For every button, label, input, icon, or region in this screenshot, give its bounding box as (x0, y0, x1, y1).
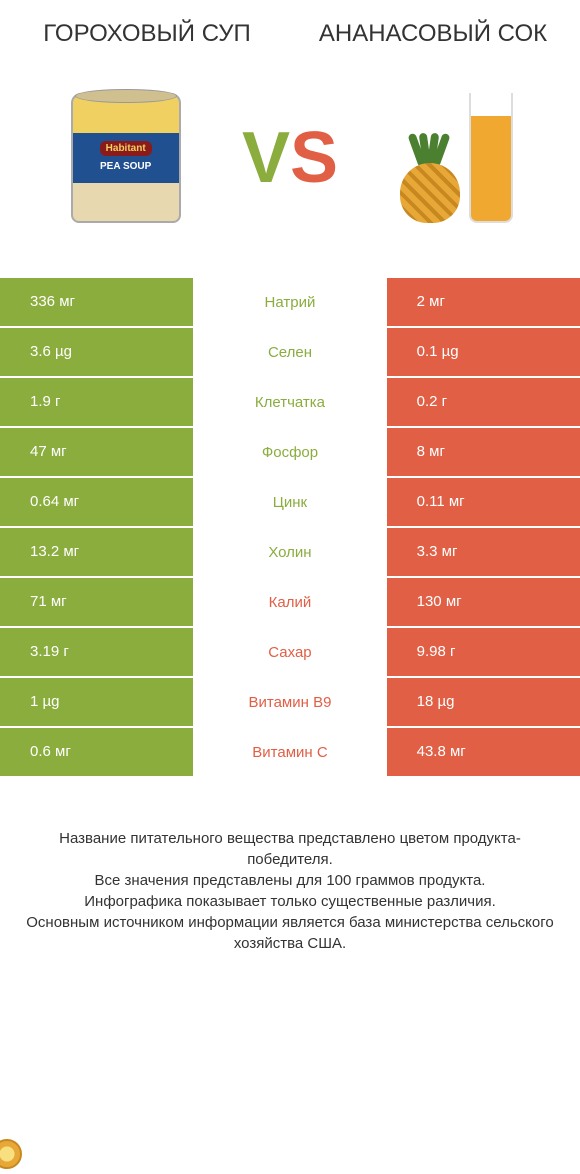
left-product-title: ГОРОХОВЫЙ СУП (30, 20, 264, 48)
nutrient-label-cell: Витамин C (193, 728, 386, 778)
nutrient-label-cell: Цинк (193, 478, 386, 528)
table-row: 13.2 мгХолин3.3 мг (0, 528, 580, 578)
table-row: 1 µgВитамин B918 µg (0, 678, 580, 728)
footer-line: Инфографика показывает только существенн… (20, 891, 560, 912)
left-value-cell: 47 мг (0, 428, 193, 478)
header: ГОРОХОВЫЙ СУП АНАНАСОВЫЙ СОК (0, 0, 580, 58)
nutrient-label-cell: Холин (193, 528, 386, 578)
footer-notes: Название питательного вещества представл… (0, 778, 580, 974)
left-value-cell: 1.9 г (0, 378, 193, 428)
nutrient-label-cell: Клетчатка (193, 378, 386, 428)
nutrient-label-cell: Фосфор (193, 428, 386, 478)
table-row: 0.64 мгЦинк0.11 мг (0, 478, 580, 528)
pea-soup-can-icon: Habitant PEA SOUP (71, 93, 181, 223)
table-row: 71 мгКалий130 мг (0, 578, 580, 628)
right-value-cell: 0.11 мг (387, 478, 580, 528)
right-value-cell: 18 µg (387, 678, 580, 728)
left-value-cell: 1 µg (0, 678, 193, 728)
left-value-cell: 0.64 мг (0, 478, 193, 528)
left-value-cell: 336 мг (0, 278, 193, 328)
left-product-image: Habitant PEA SOUP (51, 73, 201, 243)
table-row: 0.6 мгВитамин C43.8 мг (0, 728, 580, 778)
right-value-cell: 0.2 г (387, 378, 580, 428)
footer-line: Название питательного вещества представл… (20, 828, 560, 870)
vs-v-letter: V (242, 117, 290, 199)
vs-label: VS (242, 117, 338, 199)
right-value-cell: 2 мг (387, 278, 580, 328)
infographic-container: ГОРОХОВЫЙ СУП АНАНАСОВЫЙ СОК Habitant PE… (0, 0, 580, 1174)
right-value-cell: 130 мг (387, 578, 580, 628)
right-product-title: АНАНАСОВЫЙ СОК (316, 20, 550, 48)
vs-s-letter: S (290, 117, 338, 199)
images-row: Habitant PEA SOUP VS (0, 58, 580, 278)
left-value-cell: 71 мг (0, 578, 193, 628)
can-sub-label: PEA SOUP (98, 159, 153, 174)
table-row: 3.19 гСахар9.98 г (0, 628, 580, 678)
left-value-cell: 13.2 мг (0, 528, 193, 578)
table-row: 3.6 µgСелен0.1 µg (0, 328, 580, 378)
right-product-image (379, 73, 529, 243)
footer-line: Основным источником информации является … (20, 912, 560, 954)
comparison-table: 336 мгНатрий2 мг3.6 µgСелен0.1 µg1.9 гКл… (0, 278, 580, 778)
nutrient-label-cell: Сахар (193, 628, 386, 678)
pineapple-juice-icon (395, 93, 513, 223)
can-brand-label: Habitant (100, 141, 152, 156)
table-row: 47 мгФосфор8 мг (0, 428, 580, 478)
left-value-cell: 3.19 г (0, 628, 193, 678)
table-row: 336 мгНатрий2 мг (0, 278, 580, 328)
nutrient-label-cell: Витамин B9 (193, 678, 386, 728)
left-value-cell: 0.6 мг (0, 728, 193, 778)
right-value-cell: 3.3 мг (387, 528, 580, 578)
right-value-cell: 8 мг (387, 428, 580, 478)
left-value-cell: 3.6 µg (0, 328, 193, 378)
nutrient-label-cell: Калий (193, 578, 386, 628)
right-value-cell: 0.1 µg (387, 328, 580, 378)
nutrient-label-cell: Натрий (193, 278, 386, 328)
nutrient-label-cell: Селен (193, 328, 386, 378)
right-value-cell: 9.98 г (387, 628, 580, 678)
footer-line: Все значения представлены для 100 граммо… (20, 870, 560, 891)
right-value-cell: 43.8 мг (387, 728, 580, 778)
table-row: 1.9 гКлетчатка0.2 г (0, 378, 580, 428)
